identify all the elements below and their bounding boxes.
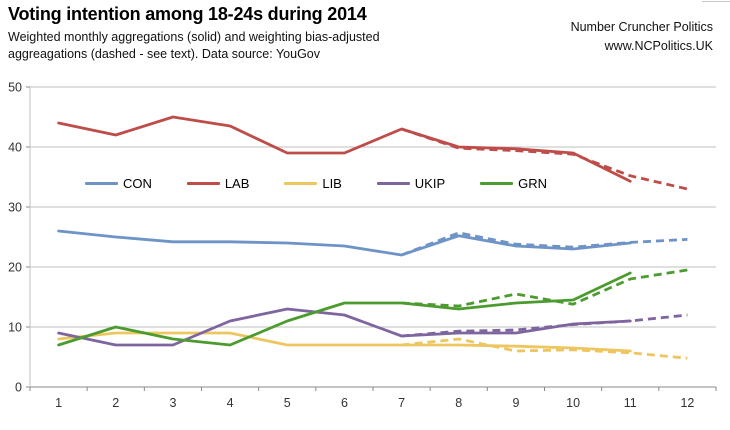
x-tick-label: 12 [680,396,694,410]
y-tick-label: 30 [8,201,22,215]
chart-header: Voting intention among 18-24s during 201… [8,4,478,64]
legend-swatch-con [85,181,118,185]
x-tick-label: 3 [169,396,176,410]
legend-label-lib: LIB [322,175,342,191]
legend-item-ukip: UKIP [376,175,446,191]
series-grn-dashed [401,268,688,308]
legend-label-lab: LAB [224,175,250,191]
x-tick-label: 8 [455,396,462,410]
y-tick-label: 50 [8,81,22,95]
legend-item-lib: LIB [284,176,342,191]
x-tick-label: 10 [566,396,580,410]
series-ukip-solid [57,307,632,347]
legend-swatch-grn [480,181,514,185]
series-ukip-dashed [401,313,688,338]
page-title: Voting intention among 18-24s during 201… [8,4,367,24]
legend-item-lab: LAB [186,175,250,191]
chart-legend: CON LAB LIB UKIP GRN [85,175,547,191]
chart-subtitle: Weighted monthly aggregations (solid) an… [8,29,478,64]
y-tick-label: 40 [8,141,22,155]
subtitle-line-1: Weighted monthly aggregations (solid) an… [8,30,380,44]
legend-item-con: CON [85,176,152,191]
x-tick-label: 5 [284,396,291,410]
window-edge-line [702,1,730,2]
series-lib-solid [57,331,632,353]
x-tick-label: 11 [624,396,637,410]
series-lab-dashed [401,127,688,191]
series-con-dashed [401,231,688,257]
series-lib-dashed [401,337,688,360]
brand-url: www.NCPolitics.UK [604,38,713,53]
x-tick-label: 9 [512,396,519,410]
y-tick-label: 20 [8,261,22,275]
x-tick-label: 6 [341,396,348,410]
series-con-solid [57,229,632,257]
y-tick-label: 0 [15,381,22,395]
x-tick-label: 2 [112,396,119,410]
legend-label-ukip: UKIP [414,175,446,191]
x-tick-label: 1 [55,396,62,410]
subtitle-line-2: aggreagations (dashed - see text). Data … [8,47,320,62]
legend-label-grn: GRN [518,175,547,191]
brand-name: Number Cruncher Politics [570,20,713,34]
legend-label-con: CON [123,175,152,191]
x-tick-label: 4 [227,396,234,410]
legend-item-grn: GRN [480,176,547,191]
brand-block: Number Cruncher Politics www.NCPolitics.… [571,18,713,56]
x-tick-label: 7 [398,396,405,410]
series-grn-solid [57,271,632,347]
legend-swatch-ukip [376,181,410,185]
series-lab-solid [57,115,632,183]
y-tick-label: 10 [8,321,22,335]
legend-swatch-lib [284,181,318,185]
legend-swatch-lab [186,181,220,185]
